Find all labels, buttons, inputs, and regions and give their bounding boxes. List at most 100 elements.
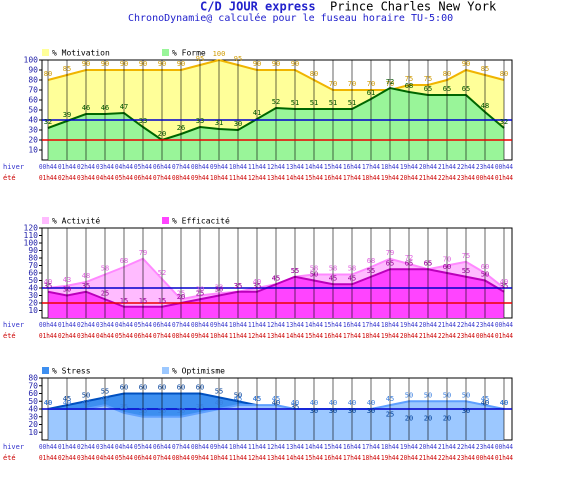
data-label: 35	[500, 282, 508, 290]
data-label: 60	[443, 263, 451, 271]
x-tick-label: 02h44	[58, 174, 76, 182]
x-tick-label: 16h44	[343, 443, 361, 451]
data-label: 50	[443, 391, 451, 399]
data-label: 50	[82, 391, 90, 399]
x-tick-label: 17h44	[343, 454, 361, 462]
x-tick-label: 05h44	[134, 443, 152, 451]
legend-label: % Activité	[52, 216, 100, 226]
data-label: 35	[253, 282, 261, 290]
x-tick-label: 00h44	[476, 332, 494, 340]
x-tick-label: 14h44	[305, 163, 323, 171]
x-tick-label: 03h44	[96, 163, 114, 171]
x-tick-label: 10h44	[210, 454, 228, 462]
x-tick-label: 12h44	[248, 454, 266, 462]
data-label: 90	[101, 60, 109, 68]
data-label: 25	[177, 289, 185, 297]
data-label: 60	[177, 384, 185, 392]
x-tick-label: 10h44	[210, 174, 228, 182]
x-tick-label: 16h44	[343, 321, 361, 329]
data-label: 31	[215, 119, 223, 127]
x-tick-label: 00h44	[476, 174, 494, 182]
data-label: 30	[139, 407, 147, 415]
x-tick-label: 20h44	[400, 454, 418, 462]
data-label: 50	[424, 391, 432, 399]
x-tick-label: 08h44	[191, 321, 209, 329]
x-tick-label: 07h44	[153, 332, 171, 340]
data-label: 65	[386, 259, 394, 267]
data-label: 40	[44, 399, 52, 407]
x-tick-label: 20h44	[419, 163, 437, 171]
x-tick-label: 15h44	[305, 332, 323, 340]
data-label: 43	[63, 276, 71, 284]
y-tick-label: 30	[28, 126, 38, 135]
x-tick-label: 07h44	[172, 321, 190, 329]
y-tick-label: 50	[28, 276, 38, 285]
x-tick-label: 14h44	[305, 443, 323, 451]
x-row-label: hiver	[3, 443, 24, 451]
x-tick-label: 12h44	[248, 174, 266, 182]
x-tick-label: 00h44	[495, 321, 513, 329]
y-tick-label: 100	[24, 239, 39, 248]
data-label: 90	[158, 60, 166, 68]
x-tick-label: 01h44	[495, 454, 513, 462]
data-label: 30	[158, 407, 166, 415]
data-label: 46	[101, 104, 109, 112]
legend-label: % Motivation	[52, 49, 110, 58]
legend-label: % Stress	[52, 367, 91, 376]
x-tick-label: 23h44	[457, 454, 475, 462]
x-tick-label: 18h44	[381, 443, 399, 451]
data-label: 55	[101, 387, 109, 395]
y-tick-label: 70	[28, 261, 38, 270]
x-tick-label: 20h44	[419, 321, 437, 329]
data-label: 65	[462, 85, 470, 93]
x-tick-label: 05h44	[134, 321, 152, 329]
x-tick-label: 15h44	[305, 454, 323, 462]
x-tick-label: 01h44	[39, 174, 57, 182]
x-tick-label: 13h44	[267, 454, 285, 462]
x-tick-label: 10h44	[229, 163, 247, 171]
data-label: 65	[424, 259, 432, 267]
data-label: 55	[291, 267, 299, 275]
x-tick-label: 04h44	[96, 332, 114, 340]
x-tick-label: 01h44	[58, 443, 76, 451]
y-tick-label: 70	[28, 86, 38, 95]
data-label: 90	[291, 60, 299, 68]
data-label: 58	[329, 265, 337, 273]
data-label: 30	[367, 407, 375, 415]
data-label: 58	[310, 265, 318, 273]
data-label: 40	[215, 399, 223, 407]
x-tick-label: 21h44	[419, 454, 437, 462]
data-label: 85	[63, 65, 71, 73]
x-tick-label: 22h44	[457, 443, 475, 451]
x-tick-label: 02h44	[77, 163, 95, 171]
y-tick-label: 90	[28, 66, 38, 75]
x-tick-label: 07h44	[172, 443, 190, 451]
x-tick-label: 16h44	[343, 163, 361, 171]
x-tick-label: 16h44	[324, 332, 342, 340]
data-label: 51	[310, 99, 318, 107]
data-label: 70	[386, 80, 394, 88]
data-label: 35	[234, 282, 242, 290]
legend-swatch	[42, 367, 49, 374]
data-label: 48	[82, 272, 90, 280]
location: Prince Charles New York	[330, 0, 497, 14]
x-tick-label: 13h44	[267, 332, 285, 340]
data-label: 35	[234, 282, 242, 290]
legend-label: % Forme	[172, 49, 206, 58]
data-label: 50	[310, 271, 318, 279]
data-label: 90	[272, 60, 280, 68]
data-label: 68	[405, 82, 413, 90]
y-tick-label: 30	[28, 291, 38, 300]
data-label: 33	[215, 283, 223, 291]
data-label: 35	[196, 403, 204, 411]
data-label: 33	[139, 117, 147, 125]
data-label: 52	[272, 98, 280, 106]
x-tick-label: 19h44	[381, 454, 399, 462]
x-tick-label: 13h44	[286, 163, 304, 171]
data-label: 30	[63, 286, 71, 294]
x-tick-label: 11h44	[229, 454, 247, 462]
data-label: 45	[101, 395, 109, 403]
data-label: 65	[443, 85, 451, 93]
data-label: 90	[253, 60, 261, 68]
x-tick-label: 23h44	[457, 174, 475, 182]
